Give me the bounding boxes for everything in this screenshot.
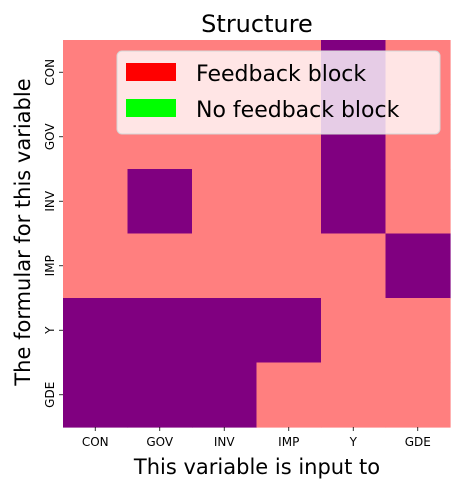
y-axis-label: The formular for this variable [11,78,35,386]
heatmap-cell-gde-inv [192,362,258,428]
heatmap-cell-imp-imp [256,233,322,299]
x-tick-label-imp: IMP [278,435,299,449]
legend-box [116,50,441,135]
x-tick-label-con: CON [82,435,109,449]
x-tick-label-inv: INV [214,435,236,449]
heatmap-cell-y-inv [192,298,258,364]
heatmap-cell-y-gde [385,298,451,364]
x-tick-label-gde: GDE [405,435,431,449]
chart-title: Structure [201,10,313,38]
heatmap-cell-imp-gov [127,233,193,299]
heatmap-cell-y-con [63,298,129,364]
legend-label-feedback: Feedback block [196,62,366,87]
x-axis-label: This variable is input to [133,455,380,479]
legend-label-no-feedback: No feedback block [196,98,400,123]
y-tick-label-gov: GOV [43,123,57,151]
legend: Feedback block No feedback block [116,50,441,135]
x-tick-label-gov: GOV [146,435,174,449]
legend-swatch-no-feedback [126,99,176,117]
heatmap-cell-y-imp [256,298,322,364]
heatmap-cell-imp-con [63,233,129,299]
heatmap-cell-inv-y [321,169,387,235]
heatmap-cell-inv-gde [385,169,451,235]
heatmap-cell-gde-imp [256,362,322,428]
heatmap-cell-gde-con [63,362,129,428]
x-tick-labels: CON GOV INV IMP Y GDE [82,427,431,449]
heatmap-cell-imp-inv [192,233,258,299]
y-tick-labels: CON GOV INV IMP Y GDE [43,59,63,408]
x-tick-label-y: Y [349,435,358,449]
heatmap-cell-gde-gov [127,362,193,428]
y-tick-label-gde: GDE [43,382,57,408]
y-tick-label-y: Y [43,326,57,335]
y-tick-label-inv: INV [43,190,57,212]
heatmap-cell-inv-con [63,169,129,235]
legend-swatch-feedback [126,63,176,81]
y-tick-label-con: CON [43,59,57,86]
heatmap-cell-y-gov [127,298,193,364]
heatmap-cell-imp-y [321,233,387,299]
y-tick-label-imp: IMP [43,255,57,276]
heatmap-cell-inv-gov [127,169,193,235]
heatmap-cell-gde-gde [385,362,451,428]
heatmap-cell-y-y [321,298,387,364]
heatmap-cell-inv-imp [256,169,322,235]
heatmap-cell-imp-gde [385,233,451,299]
heatmap-cell-inv-inv [192,169,258,235]
heatmap-cell-gde-y [321,362,387,428]
